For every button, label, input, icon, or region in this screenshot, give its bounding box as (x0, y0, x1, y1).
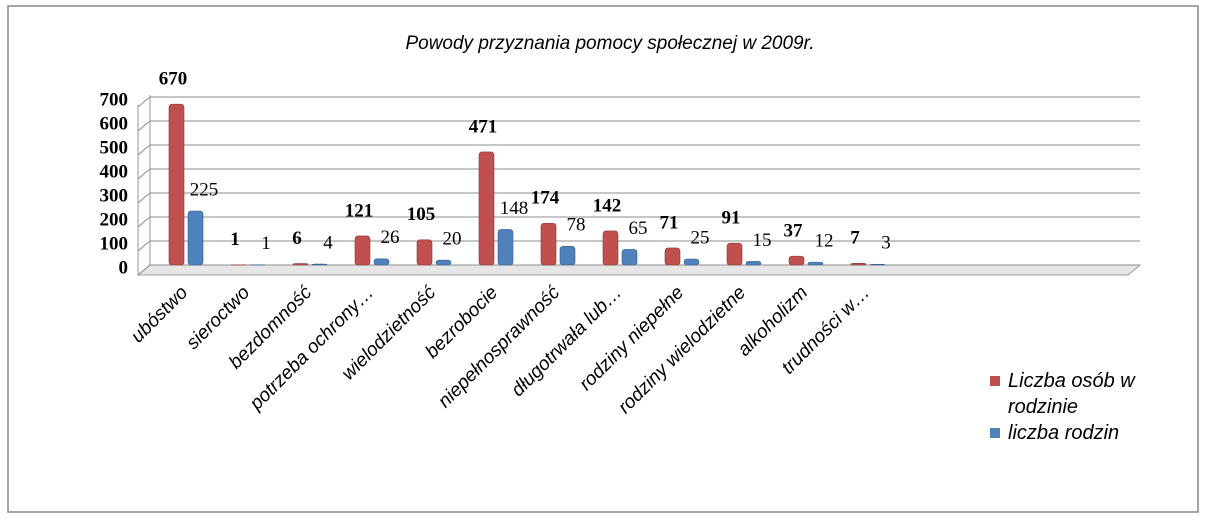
y-tick-label: 200 (100, 209, 129, 230)
y-tick-label: 700 (100, 89, 129, 110)
bar (168, 103, 185, 266)
data-label: 78 (567, 215, 586, 236)
legend-swatch (990, 376, 1000, 386)
bar (416, 239, 433, 266)
legend-item: Liczba osób w rodzinie (990, 368, 1180, 420)
y-tick-label: 300 (100, 185, 129, 206)
data-label: 20 (443, 229, 462, 250)
data-label: 1 (230, 229, 240, 250)
bar (664, 247, 681, 266)
bar (683, 258, 700, 266)
grid-line-side (137, 264, 151, 276)
data-label: 26 (381, 227, 400, 248)
bar (540, 222, 557, 266)
bar (869, 263, 886, 266)
y-tick-label: 400 (100, 161, 129, 182)
bar (850, 263, 867, 266)
data-label: 148 (500, 198, 529, 219)
chart-title: Powody przyznania pomocy społecznej w 20… (405, 33, 814, 54)
grid-line-side (137, 216, 151, 228)
legend-swatch (990, 428, 1000, 438)
bar (187, 210, 204, 266)
data-label: 7 (850, 228, 860, 249)
y-tick-label: 500 (100, 137, 129, 158)
data-label: 12 (815, 230, 834, 251)
y-tick-label: 0 (119, 257, 129, 278)
data-label: 15 (753, 230, 772, 251)
data-label: 4 (323, 232, 333, 253)
grid-line-side (137, 144, 151, 156)
bar (726, 242, 743, 266)
bar (354, 235, 371, 266)
data-label: 3 (881, 233, 891, 254)
data-label: 1 (261, 233, 271, 254)
bar (621, 249, 638, 266)
data-label: 71 (660, 212, 679, 233)
grid-line-side (137, 120, 151, 132)
data-label: 105 (407, 204, 436, 225)
data-label: 6 (292, 228, 302, 249)
bar (745, 261, 762, 266)
legend: Liczba osób w rodzinie liczba rodzin (990, 368, 1180, 446)
bar (559, 245, 576, 266)
bar (311, 263, 328, 266)
bar (373, 258, 390, 266)
bar (292, 263, 309, 266)
y-tick-label: 100 (100, 233, 129, 254)
data-label: 174 (531, 188, 560, 209)
bar (435, 259, 452, 266)
legend-item: liczba rodzin (990, 420, 1180, 446)
bar (497, 229, 514, 266)
grid-line-side (137, 96, 151, 108)
data-label: 142 (593, 195, 622, 216)
data-label: 91 (722, 208, 741, 229)
data-label: 225 (190, 179, 219, 200)
data-label: 121 (345, 200, 374, 221)
legend-label: Liczba osób w rodzinie (1008, 370, 1135, 418)
data-label: 37 (784, 220, 804, 241)
grid-line-side (137, 192, 151, 204)
floor (136, 264, 1142, 276)
data-label: 670 (159, 69, 188, 90)
grid-line-side (137, 168, 151, 180)
grid-line-side (137, 240, 151, 252)
bar (602, 230, 619, 266)
bar (478, 151, 495, 266)
legend-label: liczba rodzin (1008, 422, 1120, 444)
data-label: 25 (691, 227, 710, 248)
bar (807, 261, 824, 266)
bar (788, 255, 805, 266)
y-tick-label: 600 (100, 113, 129, 134)
data-label: 65 (629, 218, 648, 239)
data-label: 471 (469, 116, 498, 137)
